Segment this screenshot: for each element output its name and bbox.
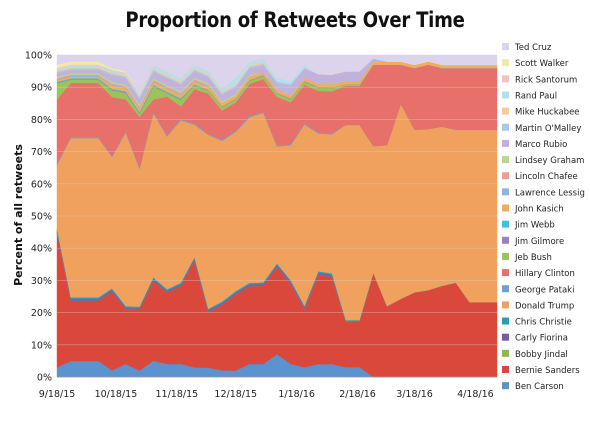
x-tick-label: 3/18/16 (396, 389, 433, 400)
legend-label-scott-walker: Scott Walker (515, 59, 569, 69)
y-tick-label: 30% (31, 276, 52, 287)
legend-label-jim-gilmore: Jim Gilmore (514, 237, 564, 247)
x-tick-label: 4/18/16 (457, 389, 494, 400)
y-tick-label: 100% (25, 51, 52, 62)
legend-swatch-martin-o-malley (502, 123, 509, 131)
y-axis-ticks: 0% 10% 20% 30% 40% 50% 60% 70% 80% 90% 100% (25, 51, 52, 384)
legend-swatch-hillary-clinton (502, 269, 509, 277)
legend-label-jim-webb: Jim Webb (514, 221, 555, 231)
x-tick-label: 2/18/16 (339, 389, 376, 400)
gridlines (57, 54, 497, 378)
legend-swatch-jim-webb (502, 220, 509, 228)
x-tick-label: 1/18/16 (278, 389, 315, 400)
legend-swatch-lincoln-chafee (502, 172, 509, 180)
legend-label-chris-christie: Chris Christie (515, 318, 572, 328)
legend-label-jeb-bush: Jeb Bush (514, 253, 552, 263)
legend-swatch-jim-gilmore (502, 236, 509, 244)
x-tick-label: 11/18/15 (155, 389, 198, 400)
legend-label-martin-o-malley: Martin O'Malley (515, 124, 581, 134)
x-tick-label: 12/18/15 (214, 389, 257, 400)
y-tick-label: 80% (31, 115, 52, 126)
x-tick-label: 9/18/15 (39, 389, 76, 400)
legend: Ted Cruz Scott Walker Rick Santorum Rand Pa… (502, 43, 585, 392)
y-tick-label: 10% (31, 340, 52, 351)
legend-label-rand-paul: Rand Paul (515, 91, 557, 101)
legend-label-lawrence-lessig: Lawrence Lessig (515, 188, 585, 198)
y-tick-label: 20% (31, 308, 52, 319)
legend-swatch-john-kasich (502, 204, 509, 212)
legend-label-bobby-jindal: Bobby Jindal (515, 350, 568, 360)
x-axis-ticks: 9/18/15 10/18/15 11/18/15 12/18/15 1/18/16 2/… (39, 389, 494, 400)
legend-swatch-jeb-bush (502, 252, 509, 260)
legend-swatch-donald-trump (502, 301, 509, 309)
legend-label-john-kasich: John Kasich (514, 205, 564, 215)
legend-swatch-rick-santorum (502, 75, 509, 83)
legend-swatch-ted-cruz (502, 43, 509, 50)
legend-swatch-chris-christie (502, 317, 509, 325)
legend-swatch-bernie-sanders (502, 366, 509, 373)
legend-swatch-lindsey-graham (502, 156, 509, 164)
legend-label-marco-rubio: Marco Rubio (515, 140, 567, 150)
legend-swatch-ben-carson (502, 382, 509, 390)
legend-swatch-mike-huckabee (502, 107, 509, 115)
legend-swatch-carly-fiorina (502, 333, 509, 341)
legend-swatch-rand-paul (502, 91, 509, 99)
legend-label-bernie-sanders: Bernie Sanders (515, 366, 580, 376)
y-tick-label: 60% (31, 179, 52, 190)
y-tick-label: 40% (31, 244, 52, 255)
legend-label-donald-trump: Donald Trump (515, 301, 574, 311)
area-layer (56, 54, 498, 378)
legend-swatch-bobby-jindal (502, 349, 509, 357)
y-tick-label: 90% (31, 83, 52, 94)
legend-label-mike-huckabee: Mike Huckabee (515, 108, 580, 118)
legend-label-ted-cruz: Ted Cruz (514, 43, 552, 53)
y-tick-label: 70% (31, 147, 52, 158)
legend-swatch-lawrence-lessig (502, 188, 509, 196)
legend-label-rick-santorum: Rick Santorum (515, 75, 577, 85)
y-tick-label: 50% (31, 212, 52, 223)
x-tick-label: 10/18/15 (95, 389, 138, 400)
legend-label-ben-carson: Ben Carson (515, 382, 564, 392)
legend-label-carly-fiorina: Carly Fiorina (515, 334, 568, 344)
legend-label-george-pataki: George Pataki (515, 285, 574, 295)
chart-title: Proportion of Retweets Over Time (125, 8, 465, 32)
legend-swatch-scott-walker (502, 59, 509, 67)
legend-swatch-george-pataki (502, 285, 509, 293)
y-tick-label: 0% (37, 373, 52, 384)
legend-swatch-marco-rubio (502, 139, 509, 147)
y-axis-label: Percent of all retweets (12, 144, 25, 286)
legend-label-lindsey-graham: Lindsey Graham (515, 156, 584, 166)
legend-label-hillary-clinton: Hillary Clinton (515, 269, 575, 279)
legend-label-lincoln-chafee: Lincoln Chafee (515, 172, 578, 182)
